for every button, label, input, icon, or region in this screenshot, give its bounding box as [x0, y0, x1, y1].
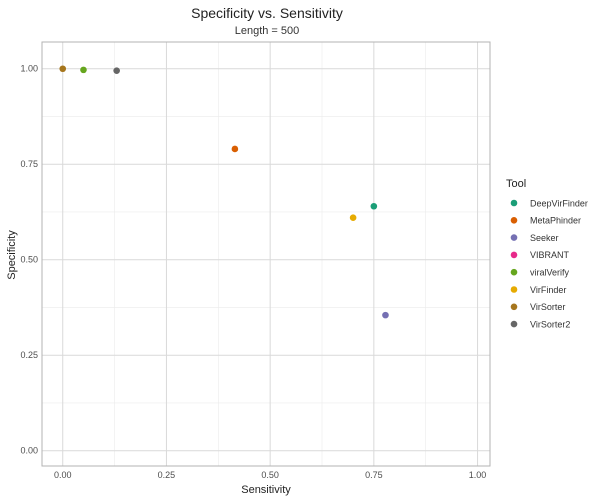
y-tick-label: 0.75: [20, 159, 38, 169]
legend-key: [510, 286, 518, 293]
y-tick-label: 0.00: [20, 446, 38, 456]
legend-label: VirSorter2: [530, 319, 570, 329]
x-tick-label: 0.25: [158, 470, 176, 480]
chart-title: Specificity vs. Sensitivity: [191, 5, 343, 21]
y-tick-label: 0.50: [20, 255, 38, 265]
data-point: [113, 67, 120, 74]
legend-label: VirSorter: [530, 302, 565, 312]
legend-key: [510, 303, 518, 311]
chart-subtitle: Length = 500: [235, 25, 300, 37]
legend-label: DeepVirFinder: [530, 198, 588, 208]
legend-key: [510, 268, 518, 276]
x-tick-label: 0.75: [365, 470, 383, 480]
x-tick-label: 0.00: [54, 470, 72, 480]
data-point: [231, 145, 239, 153]
y-tick-label: 1.00: [20, 64, 38, 74]
data-point: [59, 65, 67, 73]
legend: Tool DeepVirFinder MetaPhinder Seeker VIBRA…: [506, 178, 588, 329]
x-tick-label: 0.50: [261, 470, 279, 480]
data-point: [349, 214, 357, 222]
legend-label: MetaPhinder: [530, 216, 581, 226]
data-point: [370, 202, 378, 210]
legend-title: Tool: [506, 178, 526, 190]
legend-label: VirFinder: [530, 285, 566, 295]
x-axis-label: Sensitivity: [241, 484, 291, 496]
data-point: [80, 66, 87, 74]
legend-key: [510, 320, 518, 328]
y-axis-label: Specificity: [6, 230, 18, 280]
y-tick-label: 0.25: [20, 350, 38, 360]
legend-key: [510, 217, 518, 224]
legend-key: [510, 199, 518, 207]
panel-border: [41, 41, 491, 467]
legend-label: viralVerify: [530, 268, 570, 278]
legend-key: [510, 251, 518, 259]
data-point: [382, 311, 389, 319]
plot-area: 0.00 0.25 0.50 0.75 1.00 0.00 0.25 0.50 0.75 1.00: [20, 41, 491, 480]
legend-label: VIBRANT: [530, 250, 570, 260]
legend-key: [510, 234, 518, 241]
x-tick-label: 1.00: [469, 470, 487, 480]
legend-label: Seeker: [530, 233, 559, 243]
